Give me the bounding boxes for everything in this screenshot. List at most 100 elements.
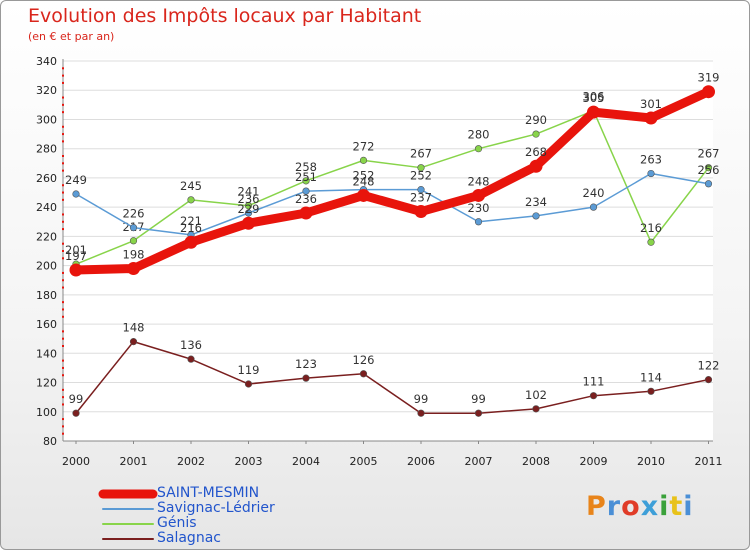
- y-minor-tick: [62, 140, 64, 143]
- data-label-savignac-l-drier: 252: [410, 169, 432, 183]
- data-point-g-nis: [474, 145, 483, 153]
- data-label-savignac-l-drier: 252: [353, 169, 375, 183]
- data-label-saint-mesmin: 248: [468, 174, 490, 188]
- data-point-saint-mesmin: [127, 262, 140, 276]
- y-tick-label: 200: [36, 260, 57, 273]
- data-label-g-nis: 201: [65, 243, 87, 257]
- data-point-saint-mesmin: [184, 235, 198, 249]
- data-point-salagnac: [302, 374, 310, 382]
- data-label-savignac-l-drier: 251: [295, 170, 317, 184]
- data-point-saint-mesmin: [414, 205, 428, 219]
- y-tick-label: 280: [36, 143, 57, 156]
- y-minor-tick: [62, 388, 64, 391]
- y-minor-tick: [62, 286, 64, 289]
- brand-letter: o: [621, 491, 641, 522]
- data-label-g-nis: 272: [353, 139, 375, 153]
- data-label-savignac-l-drier: 249: [65, 173, 87, 187]
- data-point-g-nis: [704, 164, 713, 172]
- brand-letter: i: [683, 491, 694, 522]
- brand-letter: r: [606, 491, 622, 522]
- data-label-saint-mesmin: 248: [353, 174, 375, 188]
- y-minor-tick: [62, 425, 64, 428]
- brand-letter: x: [640, 491, 660, 522]
- y-minor-tick: [62, 191, 64, 194]
- data-point-savignac-l-drier: [302, 187, 310, 195]
- data-label-savignac-l-drier: 234: [525, 195, 547, 209]
- data-label-saint-mesmin: 237: [410, 191, 432, 205]
- data-point-salagnac: [187, 355, 195, 363]
- data-label-salagnac: 114: [640, 370, 662, 384]
- data-point-g-nis: [359, 156, 368, 164]
- x-tick-label: 2007: [465, 455, 493, 468]
- x-tick-label: 2009: [580, 455, 608, 468]
- data-point-saint-mesmin: [587, 105, 600, 119]
- data-label-g-nis: 258: [295, 160, 317, 174]
- data-point-salagnac: [589, 392, 598, 400]
- y-minor-tick: [62, 96, 64, 99]
- data-point-saint-mesmin: [529, 159, 543, 173]
- y-tick-label: 100: [36, 406, 57, 419]
- y-minor-tick: [62, 315, 64, 318]
- y-minor-tick: [62, 213, 64, 216]
- y-tick-label: 120: [36, 377, 57, 390]
- y-tick-label: 140: [36, 347, 57, 360]
- y-tick-label: 340: [36, 55, 57, 68]
- y-minor-tick: [62, 220, 64, 223]
- y-minor-tick: [62, 279, 64, 282]
- data-point-savignac-l-drier: [532, 212, 540, 220]
- data-point-savignac-l-drier: [244, 209, 253, 217]
- y-tick-label: 160: [36, 318, 57, 331]
- data-point-savignac-l-drier: [704, 180, 713, 188]
- y-minor-tick: [62, 359, 64, 362]
- data-label-salagnac: 119: [238, 363, 260, 377]
- y-minor-tick: [62, 418, 64, 421]
- data-point-g-nis: [417, 164, 425, 172]
- data-label-salagnac: 122: [698, 359, 720, 373]
- data-point-g-nis: [532, 130, 540, 138]
- data-point-savignac-l-drier: [474, 218, 483, 226]
- brand-logo: Proxiti: [586, 491, 694, 522]
- data-label-g-nis: 267: [698, 147, 720, 161]
- data-label-salagnac: 136: [180, 338, 202, 352]
- data-point-salagnac: [417, 409, 425, 417]
- y-minor-tick: [62, 432, 64, 435]
- data-point-savignac-l-drier: [72, 190, 80, 198]
- y-minor-tick: [62, 125, 64, 128]
- data-point-salagnac: [647, 387, 655, 395]
- y-minor-tick: [62, 103, 64, 106]
- y-tick-label: 260: [36, 172, 57, 185]
- y-minor-tick: [62, 337, 64, 340]
- x-tick-label: 2004: [292, 455, 320, 468]
- y-minor-tick: [62, 162, 64, 165]
- data-label-salagnac: 99: [69, 392, 84, 406]
- data-point-saint-mesmin: [472, 188, 485, 202]
- y-minor-tick: [62, 74, 64, 77]
- data-point-savignac-l-drier: [417, 186, 425, 194]
- data-label-saint-mesmin: 197: [65, 249, 87, 263]
- y-minor-tick: [62, 330, 64, 333]
- data-label-savignac-l-drier: 236: [238, 192, 260, 206]
- x-tick-label: 2001: [120, 455, 148, 468]
- data-point-g-nis: [647, 238, 655, 246]
- data-label-g-nis: 241: [238, 185, 260, 199]
- legend-label-savignac-l-drier: Savignac-Lédrier: [157, 500, 275, 516]
- data-point-salagnac: [129, 338, 138, 346]
- chart-title: Evolution des Impôts locaux par Habitant: [28, 5, 422, 27]
- data-point-saint-mesmin: [69, 263, 83, 277]
- y-minor-tick: [62, 155, 64, 157]
- data-label-savignac-l-drier: 263: [640, 153, 662, 167]
- x-tick-label: 2010: [637, 455, 665, 468]
- x-tick-label: 2011: [695, 455, 723, 468]
- y-tick-label: 240: [36, 201, 57, 214]
- y-minor-tick: [62, 301, 64, 304]
- data-label-savignac-l-drier: 221: [180, 214, 202, 228]
- data-point-salagnac: [532, 405, 540, 413]
- data-point-savignac-l-drier: [589, 203, 598, 211]
- y-minor-tick: [62, 133, 64, 136]
- series-line-savignac-l-drier: [75, 172, 710, 236]
- y-minor-tick: [62, 271, 64, 274]
- data-label-saint-mesmin: 301: [640, 97, 662, 111]
- data-label-savignac-l-drier: 256: [698, 163, 720, 177]
- x-tick-label: 2002: [177, 455, 205, 468]
- data-label-saint-mesmin: 319: [698, 71, 720, 85]
